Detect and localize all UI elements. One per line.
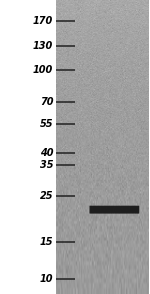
Text: 170: 170 — [33, 16, 53, 26]
Text: 15: 15 — [40, 237, 53, 247]
FancyBboxPatch shape — [89, 206, 140, 213]
FancyBboxPatch shape — [90, 206, 139, 213]
FancyBboxPatch shape — [90, 206, 139, 213]
Text: 70: 70 — [40, 97, 53, 107]
Text: 55: 55 — [40, 119, 53, 129]
Text: 130: 130 — [33, 41, 53, 51]
FancyBboxPatch shape — [90, 206, 139, 213]
FancyBboxPatch shape — [89, 206, 140, 213]
FancyBboxPatch shape — [90, 206, 139, 213]
Text: 100: 100 — [33, 65, 53, 75]
Text: 10: 10 — [40, 274, 53, 284]
Text: 35: 35 — [40, 160, 53, 170]
FancyBboxPatch shape — [90, 206, 139, 213]
Text: 25: 25 — [40, 191, 53, 201]
Text: 40: 40 — [40, 148, 53, 158]
